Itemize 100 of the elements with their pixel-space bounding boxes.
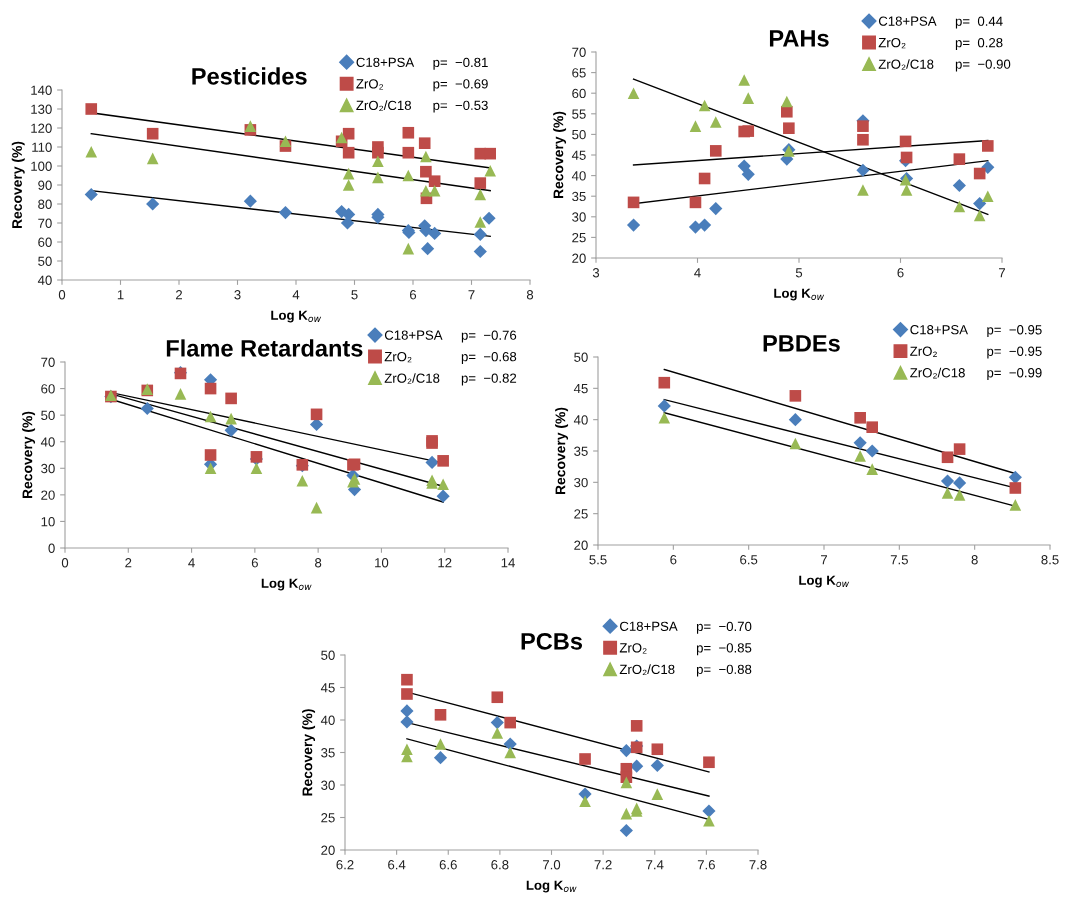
y-tick-label: 80 [38, 199, 52, 209]
y-tick-label: 50 [572, 129, 586, 140]
y-axis-title: Recovery (%) [302, 709, 316, 796]
y-tick-label: 40 [573, 415, 588, 425]
annotation: p= −0.95 [987, 346, 1042, 359]
x-axis-title: Log K$_{ow}$ [774, 288, 825, 301]
x-tick-label: 0 [61, 558, 69, 568]
x-tick-label: 6 [670, 555, 677, 565]
x-tick-label: 6.2 [336, 860, 354, 870]
annotation: p= −0.88 [696, 664, 752, 677]
y-tick-label: 60 [38, 237, 52, 247]
chart-title: PBDEs [763, 335, 840, 352]
legend-label: ZrO₂/C18 [384, 373, 440, 384]
legend-label: C18+PSA [878, 16, 937, 26]
y-tick-label: 60 [572, 88, 586, 99]
legend-label: C18+PSA [910, 325, 968, 335]
legend-label: ZrO₂ [619, 643, 647, 654]
y-tick-label: 0 [48, 543, 55, 553]
y-tick-label: 50 [41, 410, 55, 421]
legend-label: ZrO₂/C18 [878, 59, 934, 70]
x-tick-label: 4 [694, 268, 701, 278]
y-tick-label: 20 [574, 540, 588, 550]
y-tick-label: 40 [571, 171, 586, 181]
y-tick-label: 20 [572, 253, 586, 263]
legend-label: ZrO₂ [356, 79, 384, 90]
y-tick-label: 40 [40, 437, 55, 447]
annotation: p= −0.68 [461, 351, 517, 364]
legend-label: ZrO₂ [878, 37, 906, 49]
x-tick-label: 4 [292, 290, 300, 300]
x-tick-label: 8 [526, 290, 534, 300]
x-tick-label: 7 [821, 555, 828, 565]
y-tick-label: 25 [574, 509, 588, 519]
x-tick-label: 7.5 [890, 555, 908, 565]
x-tick-label: 6.8 [491, 860, 509, 870]
y-tick-label: 65 [572, 68, 586, 78]
x-tick-label: 12 [438, 558, 452, 568]
y-tick-label: 55 [572, 109, 586, 119]
x-tick-label: 7.4 [646, 860, 664, 870]
y-tick-label: 30 [572, 212, 586, 222]
annotation: p= −0.99 [987, 368, 1042, 381]
x-tick-label: 7 [468, 290, 475, 300]
y-tick-label: 45 [573, 384, 588, 394]
y-tick-label: 40 [320, 715, 335, 725]
y-tick-label: 50 [321, 650, 335, 660]
y-tick-label: 50 [574, 352, 588, 362]
chart-title: PCBs [521, 632, 583, 650]
x-tick-label: 7.6 [697, 860, 715, 870]
x-tick-label: 5.5 [589, 555, 607, 565]
y-axis-title: Recovery (%) [22, 411, 36, 499]
y-tick-label: 60 [41, 384, 55, 394]
annotation: p= −0.69 [433, 79, 488, 92]
y-tick-label: 70 [38, 218, 52, 228]
x-tick-label: 7.2 [594, 860, 612, 870]
x-tick-label: 2 [176, 290, 183, 300]
y-tick-label: 35 [321, 748, 335, 758]
x-tick-label: 4 [188, 558, 195, 568]
y-tick-label: 130 [31, 104, 52, 114]
y-tick-label: 30 [41, 463, 55, 474]
legend-label: ZrO₂ [910, 346, 937, 357]
legend-label: ZrO₂/C18 [910, 367, 965, 379]
y-axis-title: Recovery (%) [555, 407, 569, 495]
annotation: p= −0.82 [461, 373, 517, 386]
x-tick-label: 6 [251, 558, 258, 568]
annotation: p= −0.53 [433, 100, 488, 113]
legend-label: C18+PSA [620, 621, 678, 631]
x-tick-label: 7.8 [749, 860, 767, 870]
x-tick-label: 10 [375, 558, 389, 568]
annotation: p= −0.85 [696, 643, 752, 656]
x-tick-label: 3 [234, 290, 241, 300]
y-tick-label: 20 [321, 845, 335, 855]
y-tick-label: 35 [572, 191, 586, 202]
y-tick-label: 140 [31, 85, 52, 95]
x-tick-label: 8 [315, 558, 322, 568]
y-tick-label: 40 [37, 275, 52, 285]
x-tick-label: 0 [58, 290, 66, 300]
legend-label: C18+PSA [356, 57, 415, 67]
x-tick-label: 5 [351, 290, 358, 300]
x-tick-label: 1 [117, 290, 124, 300]
x-axis-title: Log K$_{ow}$ [799, 575, 850, 588]
x-tick-label: 6.5 [740, 555, 758, 565]
x-tick-label: 6.4 [388, 860, 406, 870]
x-axis-title: Log K$_{ow}$ [261, 578, 312, 591]
y-tick-label: 20 [41, 490, 55, 500]
annotation: p= −0.90 [955, 59, 1011, 72]
legend-label: ZrO₂ [384, 351, 412, 363]
y-tick-label: 30 [321, 780, 335, 790]
y-tick-label: 90 [38, 180, 52, 190]
chart-title: PAHs [769, 30, 829, 47]
x-axis-title: Log K$_{ow}$ [271, 310, 322, 323]
y-tick-label: 35 [574, 446, 588, 456]
text: p= 0.44 [955, 16, 1003, 29]
y-tick-label: 70 [41, 357, 55, 367]
y-tick-label: 25 [321, 813, 335, 823]
y-tick-label: 30 [574, 477, 588, 488]
y-tick-label: 25 [572, 232, 586, 243]
y-axis-title: Recovery (%) [553, 111, 567, 199]
legend-label: ZrO₂/C18 [356, 100, 412, 112]
y-tick-label: 45 [320, 683, 335, 693]
y-tick-label: 120 [31, 123, 52, 133]
chart-title: Flame Retardants [166, 339, 363, 357]
